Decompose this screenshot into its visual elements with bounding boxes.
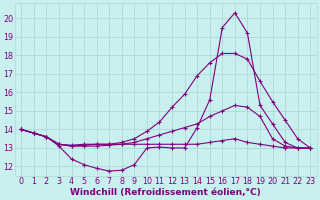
X-axis label: Windchill (Refroidissement éolien,°C): Windchill (Refroidissement éolien,°C) [70,188,261,197]
